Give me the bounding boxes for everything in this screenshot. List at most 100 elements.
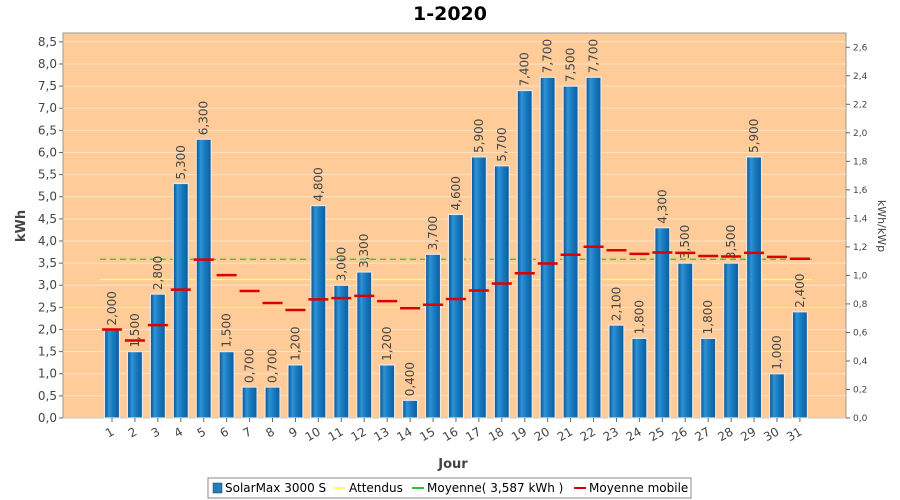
bar	[516, 89, 533, 419]
bar-value-label: 1,800	[632, 300, 646, 334]
y2-tick-label: 2,0	[853, 129, 868, 139]
y-tick-label: 7,5	[38, 79, 57, 93]
x-tick-label: 5	[195, 424, 209, 440]
x-tick-label: 8	[263, 424, 277, 440]
x-tick-label: 20	[532, 424, 552, 444]
y2-axis-ticks: 0,0 0,2 0,4 0,6 0,8 1,0 1,2 1,4 1,6 1,8 2,0 2,2 2,4 2…	[846, 43, 868, 424]
y2-tick-label: 1,2	[853, 243, 867, 253]
bar	[103, 328, 121, 419]
bar	[126, 351, 144, 419]
x-tick-label: 24	[624, 424, 644, 444]
bar-value-label: 4,300	[655, 189, 669, 223]
y2-axis-title: kWh/kWp	[875, 200, 888, 252]
y2-tick-label: 1,6	[853, 186, 868, 196]
y-tick-label: 8,5	[38, 35, 57, 49]
y-tick-label: 0,5	[38, 389, 57, 403]
moving-average-marks	[102, 245, 810, 342]
bar	[562, 85, 579, 419]
bar-value-label: 7,500	[564, 48, 578, 82]
y2-tick-label: 2,6	[853, 43, 868, 53]
bar-value-label: 3,500	[724, 225, 738, 259]
bar	[745, 156, 763, 419]
y-tick-label: 4,5	[38, 212, 57, 226]
x-tick-label: 7	[240, 424, 254, 440]
bar-value-label: 4,800	[311, 167, 325, 201]
bar	[356, 271, 373, 419]
bar-value-label: 1,200	[380, 327, 394, 361]
legend-label-attendus: Attendus	[349, 481, 403, 495]
bar-value-label: 3,300	[357, 234, 371, 268]
x-tick-label: 30	[761, 424, 781, 444]
bar	[218, 351, 235, 419]
legend-swatch-solarmax	[212, 482, 223, 494]
bar	[631, 337, 648, 419]
x-tick-label: 12	[348, 424, 368, 444]
bar-value-label: 3,700	[426, 216, 440, 250]
bar-value-label: 3,000	[334, 247, 348, 281]
x-tick-label: 21	[555, 424, 575, 444]
bar	[333, 284, 350, 419]
y-tick-label: 3,5	[38, 256, 57, 270]
y-tick-label: 1,0	[38, 367, 57, 381]
y-axis-ticks: 0,0 0,5 1,0 1,5 2,0 2,5 3,0 3,5 4,0 4,5 5,0 5,5 6,0 6…	[38, 35, 63, 425]
x-tick-label: 14	[394, 424, 414, 444]
bar-value-label: 2,400	[793, 273, 807, 307]
y-tick-label: 8,0	[38, 57, 57, 71]
bar-value-label: 1,000	[770, 335, 784, 369]
y2-tick-label: 1,8	[853, 157, 868, 167]
bar-value-label: 2,000	[105, 291, 119, 325]
bar-value-label: 7,400	[518, 52, 532, 86]
bar-value-label: 0,700	[243, 349, 257, 383]
x-axis-ticks: 1 2 3 4 5 6 7 8 9 10 11 12 13 14 15 16 17 18 19 20 21 22 23 24 2…	[103, 418, 804, 444]
x-tick-label: 9	[286, 424, 300, 440]
x-tick-label: 27	[692, 424, 712, 444]
bar	[677, 262, 694, 419]
bar	[401, 399, 419, 419]
y-tick-label: 5,5	[38, 168, 57, 182]
x-tick-label: 16	[440, 424, 460, 444]
bar-value-label: 1,500	[128, 313, 142, 347]
x-tick-label: 26	[670, 424, 690, 444]
x-tick-label: 15	[417, 424, 437, 444]
x-tick-label: 22	[578, 424, 598, 444]
x-tick-label: 18	[486, 424, 506, 444]
y-tick-label: 2,5	[38, 300, 57, 314]
x-tick-label: 13	[371, 424, 391, 444]
bar-value-label: 5,900	[472, 119, 486, 153]
bar-value-label: 1,500	[220, 313, 234, 347]
x-axis-title: Jour	[437, 457, 468, 472]
bar	[241, 386, 258, 419]
bar	[287, 364, 304, 419]
x-tick-label: 1	[103, 424, 117, 440]
bar	[172, 182, 189, 419]
legend-label-moyenne-mobile: Moyenne mobile	[589, 481, 688, 495]
y-tick-label: 6,0	[38, 145, 57, 159]
y2-tick-label: 0,4	[853, 357, 868, 367]
bar-value-label: 5,300	[174, 145, 188, 179]
x-tick-label: 19	[509, 424, 529, 444]
x-tick-label: 6	[218, 424, 232, 440]
y2-tick-label: 1,0	[853, 271, 868, 281]
bar-value-label: 5,700	[495, 127, 509, 161]
bars: 2,000 1,500 2,800 5,300 6,300 1,500 0,700 0,700…	[103, 39, 809, 419]
bar	[654, 227, 671, 419]
y2-tick-label: 0,2	[853, 385, 867, 395]
x-tick-label: 25	[647, 424, 667, 444]
bar-value-label: 7,700	[587, 39, 601, 73]
y2-tick-label: 0,0	[853, 414, 868, 424]
bar	[493, 165, 510, 419]
bar	[723, 262, 740, 419]
x-tick-label: 3	[149, 424, 163, 440]
bar-value-label: 7,700	[541, 39, 555, 73]
y-tick-label: 6,5	[38, 123, 57, 137]
bar-value-label: 6,300	[197, 101, 211, 135]
y-axis-title: kWh	[14, 210, 29, 242]
y2-tick-label: 0,8	[853, 300, 868, 310]
bar	[700, 337, 717, 419]
bar-value-label: 2,100	[609, 287, 623, 321]
x-tick-label: 28	[715, 424, 735, 444]
bar-value-label: 3,500	[678, 225, 692, 259]
y-tick-label: 0,0	[38, 411, 57, 425]
legend: SolarMax 3000 S Attendus Moyenne( 3,587 …	[207, 477, 692, 499]
